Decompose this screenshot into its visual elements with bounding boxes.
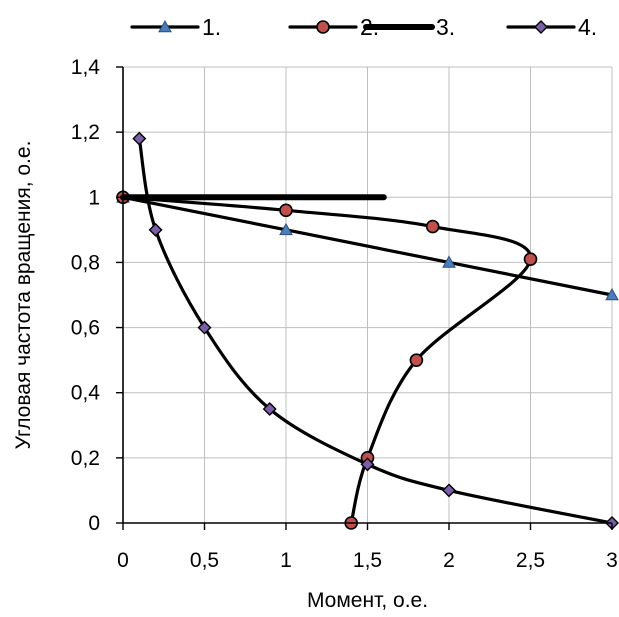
series-line-1 bbox=[121, 195, 614, 297]
y-tick-label: 1,2 bbox=[71, 121, 100, 144]
series-4-point bbox=[197, 320, 212, 335]
x-tick-label: 1,5 bbox=[353, 549, 382, 572]
series-4-point bbox=[262, 402, 277, 416]
series-4 bbox=[132, 131, 619, 530]
x-tick-label: 2 bbox=[443, 549, 455, 572]
x-tick-label: 2,5 bbox=[516, 549, 545, 572]
legend-item-4: 4. bbox=[506, 14, 597, 40]
legend-label: 3. bbox=[436, 14, 455, 40]
x-tick-label: 0 bbox=[117, 549, 129, 572]
series-1-point bbox=[605, 287, 619, 301]
series-layer bbox=[116, 131, 619, 530]
legend-swatch-marker bbox=[316, 20, 330, 34]
y-tick-label: 0 bbox=[88, 512, 100, 535]
y-tick-label: 1 bbox=[88, 186, 100, 209]
legend-item-3: 3. bbox=[363, 14, 455, 40]
legend: 1.2.3.4. bbox=[130, 14, 597, 40]
series-1-point bbox=[279, 222, 293, 236]
series-2-point bbox=[523, 252, 538, 266]
series-2 bbox=[116, 190, 538, 530]
series-4-point bbox=[148, 222, 163, 237]
series-2-point bbox=[279, 203, 293, 218]
y-tick-label: 0,2 bbox=[71, 447, 100, 470]
series-line-2 bbox=[121, 195, 533, 525]
legend-swatch-marker bbox=[158, 19, 172, 33]
series-4-point bbox=[360, 457, 375, 472]
series-2-point bbox=[425, 219, 440, 234]
y-tick-label: 0,8 bbox=[71, 251, 100, 274]
series-4-point bbox=[442, 483, 456, 498]
y-tick-label: 0,4 bbox=[71, 382, 101, 405]
series-2-point bbox=[409, 353, 424, 367]
series-4-point bbox=[132, 131, 147, 146]
legend-swatch-marker bbox=[534, 20, 548, 34]
legend-item-1: 1. bbox=[130, 14, 221, 40]
y-axis-title: Угловая частота вращения, о.е. bbox=[12, 141, 35, 450]
y-tick-label: 0,6 bbox=[71, 317, 100, 340]
x-tick-label: 3 bbox=[606, 549, 618, 572]
x-tick-label: 0,5 bbox=[190, 549, 219, 572]
x-tick-label: 1 bbox=[280, 549, 292, 572]
legend-label: 1. bbox=[202, 14, 221, 40]
legend-label: 4. bbox=[578, 14, 597, 40]
series-1-point bbox=[442, 255, 456, 268]
y-tick-label: 1,4 bbox=[71, 56, 101, 79]
x-axis-title: Момент, о.е. bbox=[307, 589, 428, 612]
axes: 0 0,5 1 1,5 2 2,5 3 0 0,2 0,4 0,6 0,8 1 1,2 1,4 bbox=[71, 56, 618, 572]
